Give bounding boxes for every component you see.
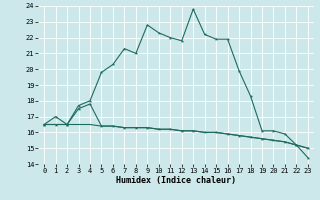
X-axis label: Humidex (Indice chaleur): Humidex (Indice chaleur)	[116, 176, 236, 185]
